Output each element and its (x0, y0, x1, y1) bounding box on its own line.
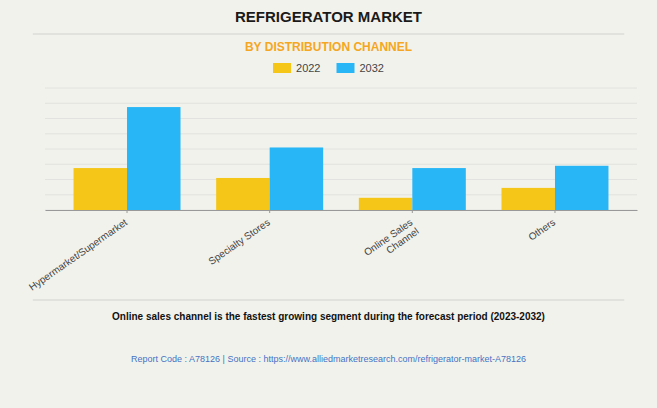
x-axis-line (46, 210, 638, 211)
subtitle: BY DISTRIBUTION CHANNEL (245, 40, 412, 54)
title: REFRIGERATOR MARKET (235, 8, 422, 25)
legend-label: 2032 (360, 62, 384, 74)
source-text: Report Code : A78126 | Source : https://… (131, 354, 526, 364)
legend-swatch (273, 63, 291, 73)
x-tick-label: Hypermarket/Supermarket (27, 216, 130, 292)
legend-item: 2022 (273, 62, 320, 74)
bar (127, 107, 180, 210)
x-tick-label-line: Specialty Stores (206, 216, 272, 266)
grid (45, 88, 637, 210)
bar (412, 168, 465, 210)
x-tick-mark (269, 210, 270, 213)
x-tick-label-line: Hypermarket/Supermarket (27, 216, 130, 292)
x-tick: Hypermarket/Supermarket (27, 210, 130, 293)
plot-area: Hypermarket/Supermarket Specialty Stores O… (27, 88, 638, 293)
bar (216, 178, 269, 210)
bar (555, 166, 608, 210)
x-tick-label: Online SalesChannel (362, 216, 421, 267)
legend-swatch (337, 63, 355, 73)
grid-line (45, 88, 637, 89)
grid-line (45, 103, 637, 104)
bar (501, 188, 554, 210)
bar (359, 198, 412, 210)
bar-series (127, 107, 608, 210)
footer-text: Online sales channel is the fastest grow… (112, 311, 545, 322)
legend-item: 2032 (337, 62, 384, 74)
x-tick-label: Others (526, 216, 557, 242)
footer-divider (33, 300, 624, 301)
x-tick-mark (412, 210, 413, 213)
legend: 2022 2032 (273, 62, 384, 74)
x-tick-label-line: Others (526, 216, 557, 242)
bars (74, 107, 609, 210)
bar (74, 168, 127, 210)
x-tick: Online SalesChannel (362, 210, 421, 267)
x-tick-label-line: Channel (384, 225, 421, 255)
x-tick: Specialty Stores (206, 210, 272, 267)
chart-svg: REFRIGERATOR MARKET BY DISTRIBUTION CHANN… (0, 0, 657, 408)
x-tick-mark (127, 210, 128, 213)
x-tick-mark (554, 210, 555, 213)
x-tick: Others (526, 210, 557, 243)
x-axis: Hypermarket/Supermarket Specialty Stores O… (27, 210, 638, 293)
title-divider (33, 34, 624, 35)
legend-label: 2022 (296, 62, 320, 74)
x-tick-label: Specialty Stores (206, 216, 272, 266)
bar (270, 147, 323, 210)
